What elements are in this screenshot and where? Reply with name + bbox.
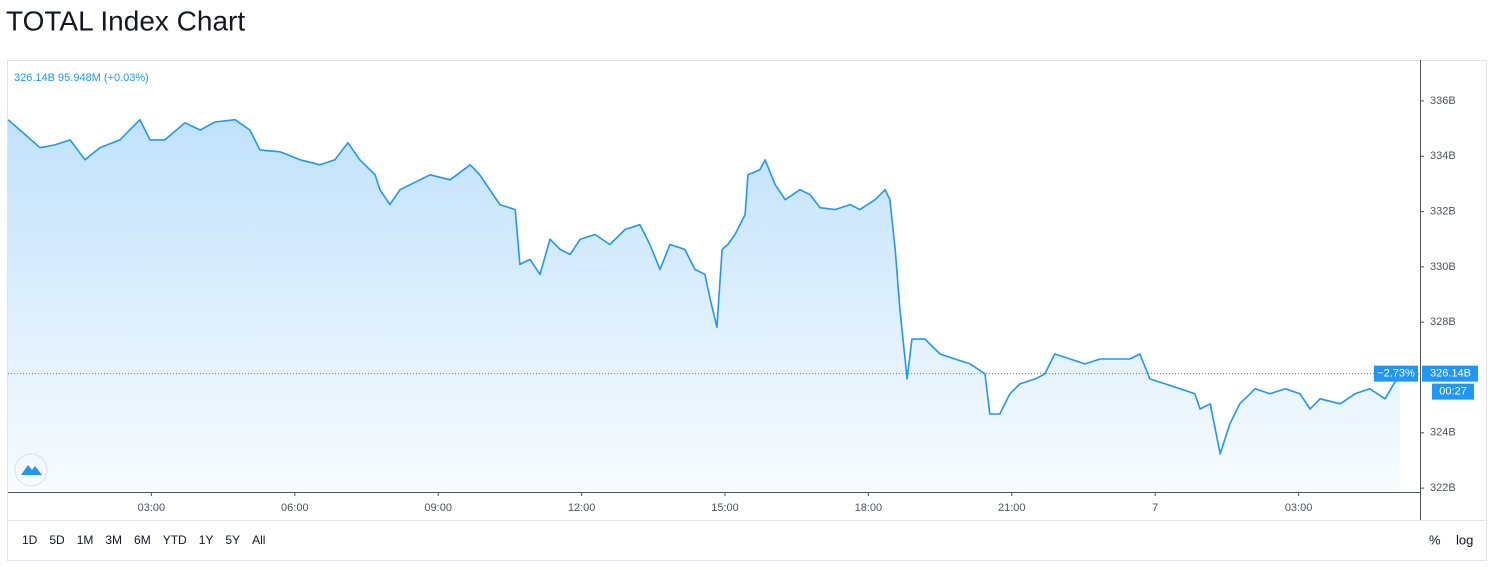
scale-button[interactable]: log (1456, 532, 1473, 547)
countdown-badge (1432, 383, 1474, 400)
x-tick-label: 06:00 (281, 502, 309, 514)
chart-frame (7, 60, 1487, 561)
x-tick-label: 12:00 (568, 502, 596, 514)
range-button[interactable]: All (252, 533, 265, 547)
y-tick-label: 332B (1430, 205, 1456, 217)
range-button[interactable]: 1Y (199, 533, 214, 547)
y-tick-label: 328B (1430, 316, 1456, 328)
range-button[interactable]: 1M (77, 533, 94, 547)
range-button[interactable]: 3M (105, 533, 122, 547)
range-button[interactable]: YTD (163, 533, 187, 547)
x-tick-label: 15:00 (711, 502, 739, 514)
change-badge (1374, 365, 1418, 382)
x-tick-label: 7 (1152, 502, 1158, 514)
chart-title: TOTAL Index Chart (6, 5, 245, 36)
range-button[interactable]: 1D (22, 533, 38, 547)
range-button[interactable]: 5Y (225, 533, 240, 547)
y-tick-label: 336B (1430, 95, 1456, 107)
y-tick-label: 330B (1430, 261, 1456, 273)
price-badge (1422, 365, 1478, 382)
legend-text: 326.14B 95.948M (+0.03%) (14, 72, 149, 84)
price-label: 326.14B (1430, 368, 1471, 380)
y-tick-label: 334B (1430, 150, 1456, 162)
x-tick-label: 03:00 (1285, 502, 1313, 514)
x-tick-label: 18:00 (855, 502, 883, 514)
x-tick-label: 21:00 (998, 502, 1026, 514)
scale-button[interactable]: % (1429, 532, 1441, 547)
range-button[interactable]: 6M (134, 533, 151, 547)
area (8, 119, 1400, 492)
y-tick-label: 322B (1430, 482, 1456, 494)
countdown-label: 00:27 (1439, 386, 1467, 398)
change-label: −2.73% (1377, 368, 1415, 380)
y-tick-label: 324B (1430, 427, 1456, 439)
x-tick-label: 09:00 (424, 502, 452, 514)
x-tick-label: 03:00 (138, 502, 166, 514)
line (7, 118, 1401, 455)
range-button[interactable]: 5D (49, 533, 65, 547)
